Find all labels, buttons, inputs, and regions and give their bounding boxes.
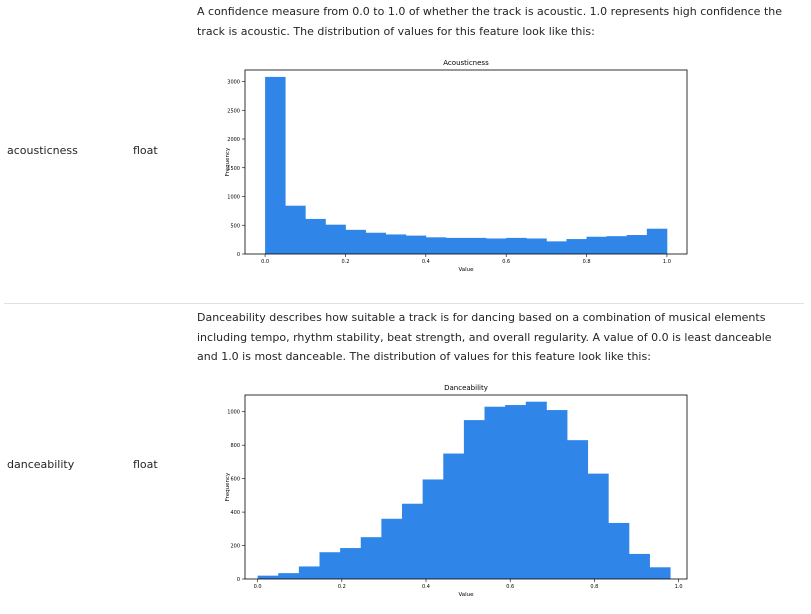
histogram-bar — [505, 405, 527, 579]
y-tick-label: 500 — [230, 223, 240, 229]
x-axis-label: Value — [458, 267, 474, 273]
x-tick-label: 0.2 — [338, 584, 346, 590]
histogram-bar — [628, 553, 650, 579]
histogram-bar — [646, 228, 668, 254]
y-tick-label: 0 — [237, 252, 240, 258]
y-tick-label: 1500 — [227, 166, 240, 172]
histogram-bar — [360, 537, 382, 579]
histogram-bar — [285, 205, 306, 254]
x-tick-label: 0.0 — [261, 259, 269, 265]
histogram-bar — [626, 235, 648, 254]
y-tick-label: 2000 — [227, 137, 240, 143]
y-tick-label: 0 — [237, 577, 240, 583]
histogram-bar — [567, 440, 589, 579]
histogram-bar — [546, 410, 568, 579]
chart-title: Danceability — [444, 384, 488, 392]
histogram-bar — [345, 229, 366, 254]
histogram-bar — [463, 420, 485, 579]
danceability-histogram: Danceability 0 200 400 600 800 1000 0.0 0.2 0.4 0.… — [225, 384, 688, 598]
plot-frame — [244, 69, 688, 255]
histogram-bar — [365, 232, 387, 254]
y-tick-label: 600 — [230, 477, 240, 483]
histogram-bar — [649, 567, 671, 579]
x-tick-label: 0.2 — [341, 259, 349, 265]
y-tick-label: 1000 — [227, 410, 240, 416]
histogram-bar — [484, 406, 506, 579]
histogram-bar — [586, 236, 608, 254]
histogram-bar — [422, 479, 444, 579]
histogram-bar — [298, 566, 320, 579]
histogram-bar — [381, 518, 403, 579]
x-tick-label: 0.8 — [590, 584, 598, 590]
y-tick-label: 800 — [230, 443, 240, 449]
y-axis-label: Frequency — [225, 472, 231, 501]
histogram-bar — [405, 235, 427, 254]
feature-name: danceability — [7, 458, 75, 471]
y-tick-label: 2500 — [227, 108, 240, 114]
feature-row-danceability: danceability float Danceability describe… — [0, 304, 811, 614]
histogram-bar — [325, 224, 346, 254]
x-tick-label: 0.0 — [254, 584, 262, 590]
row-divider — [4, 303, 804, 304]
chart-title: Acousticness — [443, 59, 489, 67]
histogram-bar — [506, 237, 527, 254]
histogram-bar — [445, 237, 467, 254]
x-tick-label: 0.6 — [502, 259, 510, 265]
histogram-bar — [526, 238, 547, 254]
y-tick-label: 400 — [230, 510, 240, 516]
histogram-bar — [265, 76, 286, 255]
feature-row-acousticness: acousticness float A confidence measure … — [0, 0, 811, 303]
feature-type: float — [133, 458, 158, 471]
histogram-bar — [466, 237, 487, 254]
histogram-bar — [319, 552, 341, 579]
histogram-bar — [278, 573, 300, 579]
feature-name: acousticness — [7, 144, 78, 157]
histogram-bar — [425, 237, 447, 254]
histogram-bar — [340, 548, 362, 579]
y-tick-label: 3000 — [227, 80, 240, 86]
x-tick-label: 0.8 — [583, 259, 591, 265]
y-tick-label: 200 — [230, 544, 240, 550]
histogram-bar — [566, 239, 587, 254]
histogram-bar — [305, 218, 326, 254]
x-tick-label: 0.6 — [506, 584, 514, 590]
y-axis-label: Frequency — [225, 147, 231, 176]
histogram-bar — [443, 453, 465, 579]
y-tick-label: 1000 — [227, 195, 240, 201]
histogram-bar — [587, 473, 609, 579]
plot-frame — [244, 394, 688, 580]
x-axis-label: Value — [458, 592, 474, 598]
x-tick-label: 1.0 — [675, 584, 683, 590]
histogram-bar — [402, 503, 424, 579]
histogram-bar — [608, 522, 630, 579]
histogram-bar — [385, 234, 407, 254]
histogram-bar — [525, 401, 547, 579]
acousticness-histogram: Acousticness 0 500 1000 1500 2000 2500 3000 0.0 0… — [225, 59, 688, 273]
histogram-bar — [606, 236, 628, 254]
feature-description: Danceability describes how suitable a tr… — [197, 311, 772, 363]
feature-description: A confidence measure from 0.0 to 1.0 of … — [197, 5, 783, 38]
histogram-bar — [257, 575, 279, 579]
histogram-bar — [486, 238, 507, 254]
x-tick-label: 0.4 — [422, 584, 430, 590]
feature-type: float — [133, 144, 158, 157]
x-tick-label: 0.4 — [422, 259, 430, 265]
x-tick-label: 1.0 — [663, 259, 671, 265]
histogram-bar — [546, 241, 567, 254]
